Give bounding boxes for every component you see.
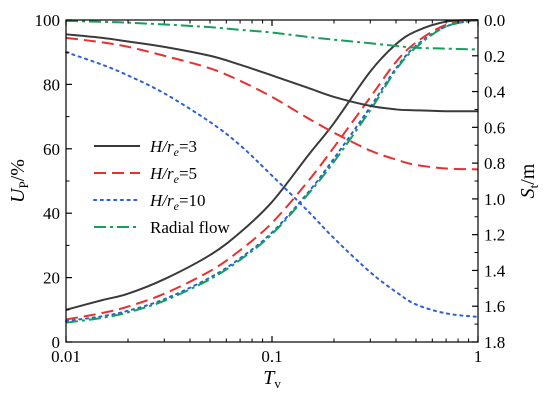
y-right-tick-label: 0.4 — [484, 83, 506, 102]
y-left-tick-label: 40 — [43, 204, 60, 223]
x-tick-label: 1 — [474, 347, 483, 366]
series-line-u-p-0 — [65, 19, 479, 311]
axis-titles: Tv UP/% St/m — [7, 159, 541, 391]
legend-label: H/re=3 — [149, 137, 197, 159]
series-line-u-p-3 — [65, 19, 479, 324]
series-lines — [65, 19, 479, 324]
y-left-tick-label: 0 — [52, 333, 61, 352]
y-right-axis-title: St/m — [517, 163, 541, 198]
series-line-s-t-4 — [65, 33, 479, 113]
y-left-axis: 0 20 40 60 80 100 — [35, 11, 72, 352]
y-right-tick-label: 0.2 — [484, 47, 505, 66]
y-right-tick-label: 1.0 — [484, 190, 505, 209]
y-right-tick-label: 1.4 — [484, 261, 506, 280]
x-tick-label: 0.01 — [51, 347, 81, 366]
y-left-axis-title: UP/% — [7, 159, 31, 203]
legend-label: Radial flow — [150, 218, 231, 237]
legend-label: H/re=10 — [149, 191, 206, 213]
y-right-tick-label: 1.6 — [484, 297, 505, 316]
series-line-u-p-1 — [65, 19, 479, 321]
x-tick-label: 0.1 — [261, 347, 282, 366]
series-line-s-t-6 — [65, 51, 479, 318]
series-line-s-t-7 — [65, 19, 479, 51]
y-right-tick-label: 0.0 — [484, 11, 505, 30]
y-left-tick-label: 100 — [35, 11, 61, 30]
x-axis-title: Tv — [263, 367, 281, 391]
y-right-tick-label: 0.6 — [484, 118, 505, 137]
legend-label: H/re=5 — [149, 164, 197, 186]
y-left-tick-label: 60 — [43, 140, 60, 159]
y-right-axis: 0.0 0.2 0.4 0.6 0.8 1.0 1.2 1.4 1.6 1.8 — [472, 11, 506, 352]
y-left-tick-label: 80 — [43, 75, 60, 94]
series-line-u-p-2 — [65, 19, 479, 323]
y-right-tick-label: 1.8 — [484, 333, 505, 352]
series-line-s-t-5 — [65, 36, 479, 171]
y-left-tick-label: 20 — [43, 269, 60, 288]
y-right-tick-label: 0.8 — [484, 154, 505, 173]
x-axis: 0.01 0.1 1 — [51, 20, 482, 366]
y-right-tick-label: 1.2 — [484, 226, 505, 245]
legend: H/re=3 H/re=5 H/re=10 Radial flow — [93, 137, 231, 237]
